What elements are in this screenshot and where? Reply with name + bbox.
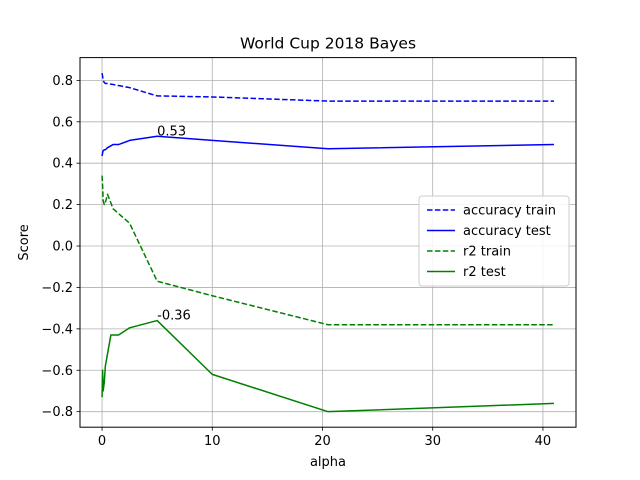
annotation-label: -0.36: [157, 309, 191, 324]
series-lines: [101, 72, 554, 413]
series-line-r2-train: [101, 175, 554, 326]
legend-label: r2 test: [463, 265, 506, 280]
annotation-label: 0.53: [157, 124, 186, 139]
plot-area-frame: [79, 57, 577, 428]
legend-label: r2 train: [463, 245, 511, 260]
annotations: 0.53 -0.36: [157, 124, 191, 323]
y-tick-label: −0.6: [41, 364, 73, 379]
axis-ticks: 0 10 20 30 40 −0.8 −0.6 −0.4 −0.2 0.0 0.2 0.4 0.6 0.8: [41, 74, 551, 449]
legend-label: accuracy train: [463, 204, 556, 219]
legend-box: [418, 195, 570, 287]
y-axis-title: Score: [17, 224, 32, 260]
y-tick-label: −0.2: [41, 281, 73, 296]
legend: accuracy train accuracy test r2 train r2 te…: [418, 195, 570, 287]
x-tick-label: 20: [314, 434, 331, 449]
y-tick-label: −0.8: [41, 405, 73, 420]
x-tick-label: 0: [98, 434, 106, 449]
y-tick-label: 0.2: [52, 198, 73, 213]
y-tick-label: −0.4: [41, 322, 73, 337]
y-tick-label: 0.6: [52, 115, 73, 130]
x-tick-label: 10: [204, 434, 221, 449]
x-tick-label: 40: [535, 434, 552, 449]
x-tick-label: 30: [424, 434, 441, 449]
y-tick-label: 0.0: [52, 240, 73, 255]
series-line-accuracy-test: [101, 135, 554, 157]
series-line-accuracy-train: [101, 72, 554, 102]
x-axis-title: alpha: [310, 455, 346, 470]
y-tick-label: 0.4: [52, 157, 73, 172]
chart-title: World Cup 2018 Bayes: [240, 35, 416, 53]
legend-label: accuracy test: [463, 224, 551, 239]
y-tick-label: 0.8: [52, 74, 73, 89]
series-line-r2-test: [101, 319, 554, 413]
